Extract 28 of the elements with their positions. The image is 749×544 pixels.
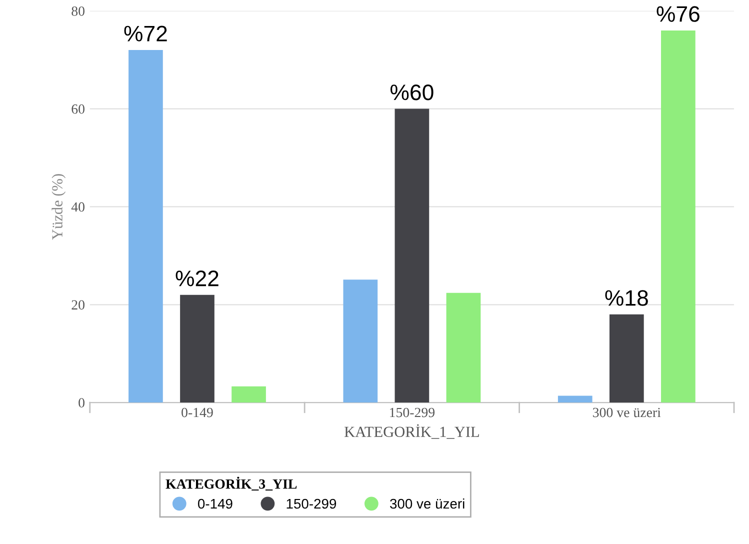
bar: [394, 108, 430, 403]
x-axis-title: KATEGORİK_1_YIL: [344, 424, 479, 439]
data-label: %72: [124, 26, 167, 42]
data-label: %60: [390, 84, 434, 100]
y-tick-label: 20: [72, 300, 84, 310]
legend-label: 300 ve üzeri: [390, 498, 464, 509]
legend-title: KATEGORİK_3_YIL: [166, 476, 297, 490]
bar: [446, 292, 481, 403]
bar: [609, 314, 644, 403]
legend-label: 0-149: [198, 498, 232, 509]
y-axis-title: Yüzde (%): [52, 174, 66, 240]
y-tick-label: 80: [72, 6, 84, 16]
y-tick-label: 0: [78, 398, 84, 408]
y-tick-label: 40: [71, 202, 84, 212]
data-label: %76: [656, 6, 700, 22]
bar: [232, 386, 266, 403]
bar: [661, 30, 696, 403]
y-tick-label: 60: [72, 104, 84, 114]
x-tick-label: 0-149: [182, 408, 213, 418]
bar: [343, 280, 378, 403]
x-tick-label: 150-299: [390, 408, 435, 418]
bar: [128, 50, 163, 403]
bar: [558, 396, 592, 403]
x-tick-label: 300 ve üzeri: [593, 408, 661, 418]
legend-label: 150-299: [286, 498, 336, 509]
data-label: %18: [605, 290, 648, 306]
data-label: %22: [176, 270, 218, 286]
bar: [180, 294, 214, 403]
